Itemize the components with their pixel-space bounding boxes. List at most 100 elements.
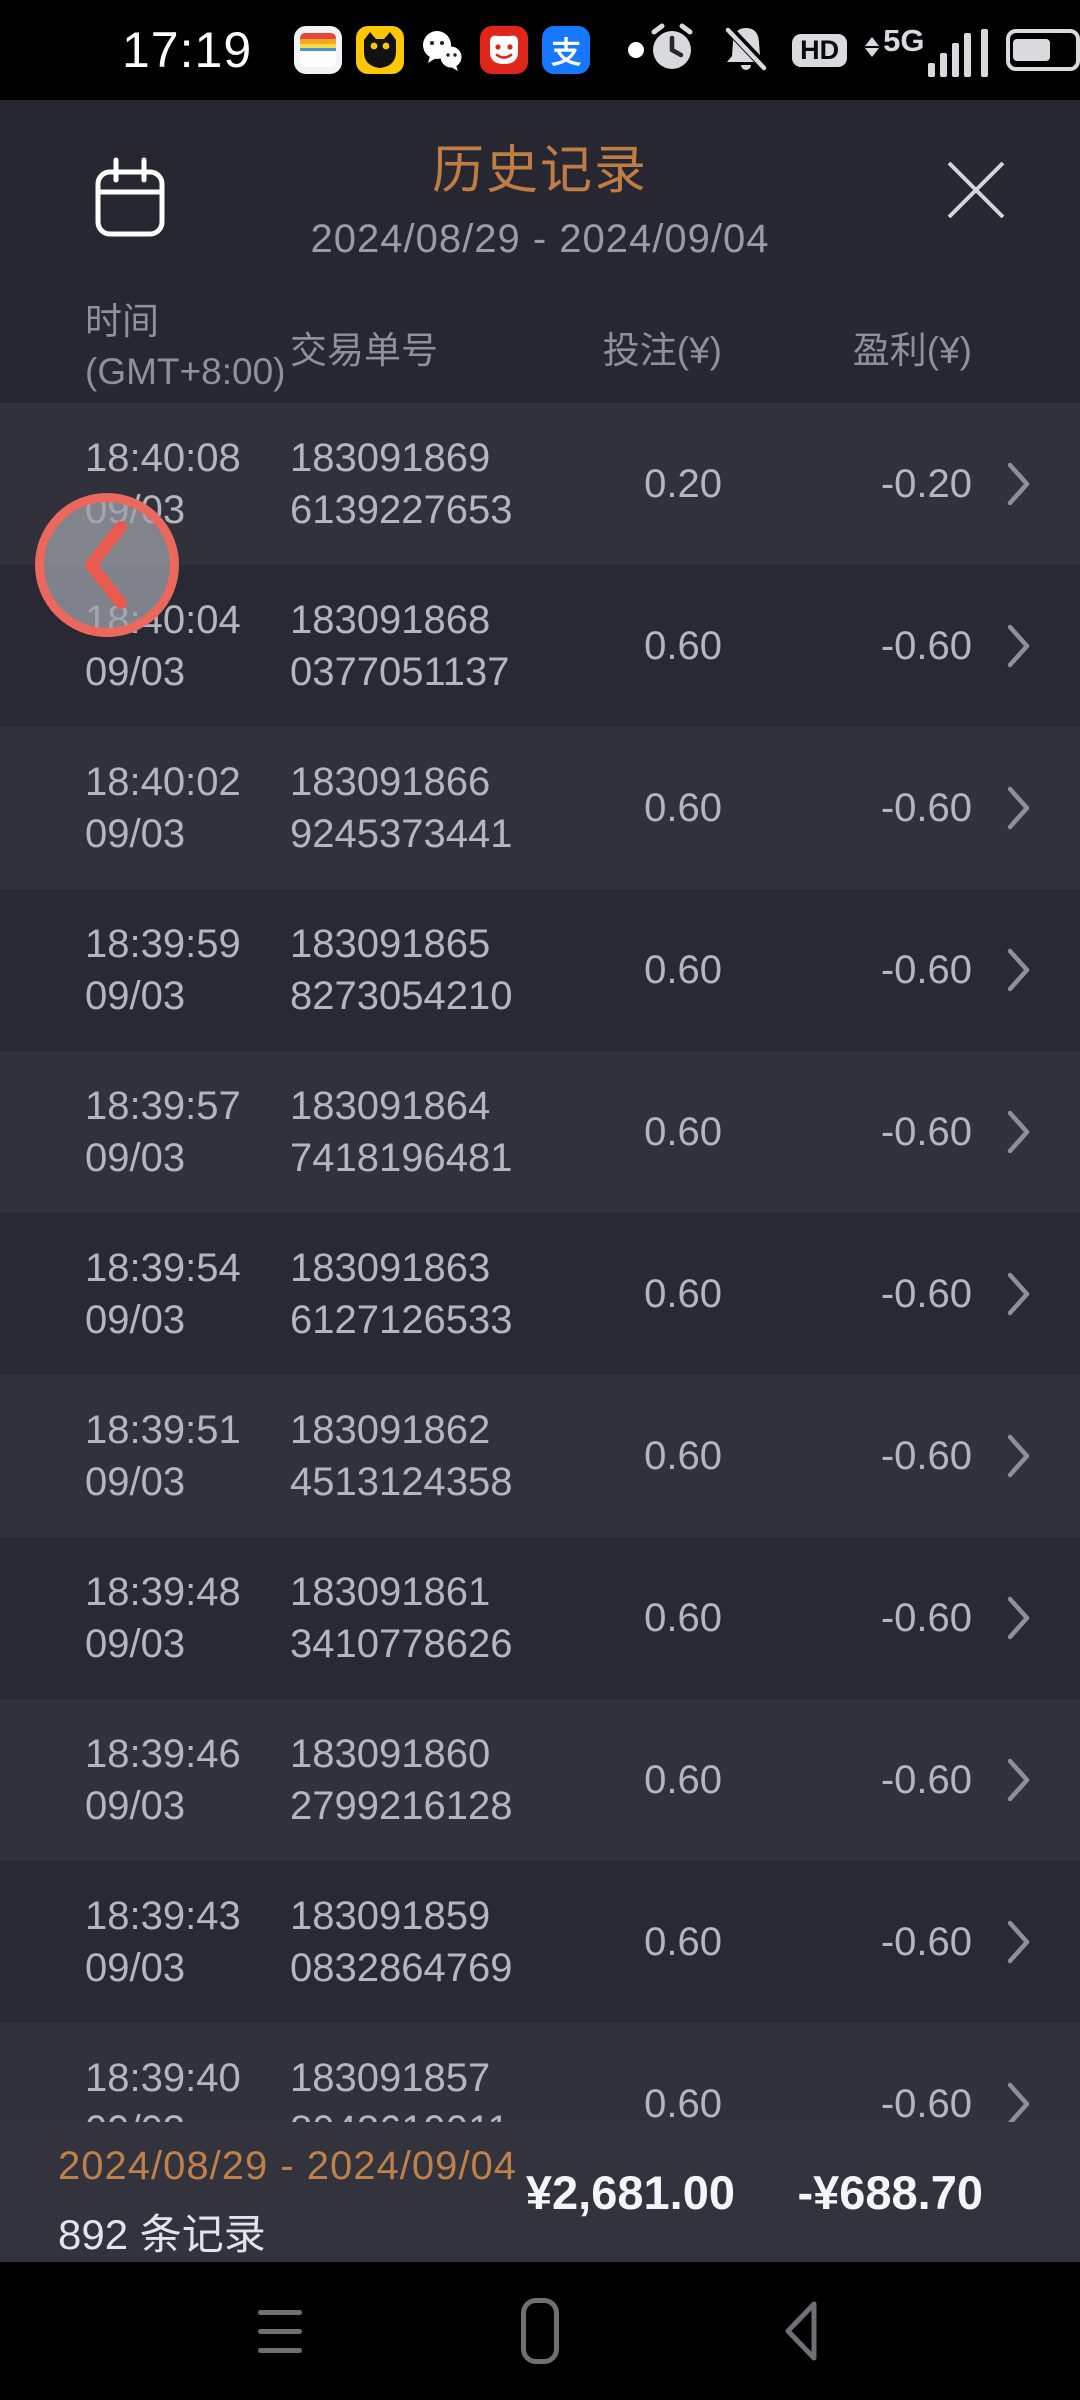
row-bet-amount: 0.60 bbox=[644, 1271, 722, 1316]
status-bar-left: 17:19 支 bbox=[0, 21, 645, 79]
row-profit-amount: -0.60 bbox=[880, 947, 972, 992]
row-profit-amount: -0.20 bbox=[880, 461, 972, 506]
row-time: 18:39:43 09/03 bbox=[85, 1894, 241, 1990]
chevron-right-icon bbox=[972, 1271, 1032, 1317]
chevron-right-icon bbox=[972, 785, 1032, 831]
row-profit-amount: -0.60 bbox=[880, 1433, 972, 1478]
summary-total-bet: ¥2,681.00 bbox=[525, 2165, 735, 2219]
row-time: 18:39:51 09/03 bbox=[85, 1408, 241, 1504]
status-bar-right: HD 5G bbox=[644, 20, 1080, 81]
chevron-right-icon bbox=[972, 1919, 1032, 1965]
table-row[interactable]: 18:39:48 09/03 183091861 3410778626 0.60 -… bbox=[0, 1537, 1080, 1699]
close-button[interactable] bbox=[938, 152, 1014, 228]
row-time: 18:39:48 09/03 bbox=[85, 1570, 241, 1666]
row-bet-amount: 0.60 bbox=[644, 2081, 722, 2123]
summary-record-count: 892 条记录 bbox=[58, 2211, 266, 2258]
column-header-order: 交易单号 bbox=[290, 329, 438, 371]
row-time: 18:39:54 09/03 bbox=[85, 1246, 241, 1342]
android-nav-bar bbox=[0, 2262, 1080, 2400]
menu-icon bbox=[258, 2309, 302, 2353]
row-profit-amount: -0.60 bbox=[880, 1109, 972, 1154]
row-order-number: 183091859 0832864769 bbox=[290, 1894, 513, 1990]
row-order-number: 183091861 3410778626 bbox=[290, 1570, 513, 1666]
table-row[interactable]: 18:39:43 09/03 183091859 0832864769 0.60 -… bbox=[0, 1861, 1080, 2023]
chevron-right-icon bbox=[972, 1595, 1032, 1641]
row-order-number: 183091869 6139227653 bbox=[290, 436, 513, 532]
row-order-number: 183091866 9245373441 bbox=[290, 760, 513, 856]
row-order-number: 1830918578048619011 bbox=[290, 2056, 510, 2122]
row-bet-amount: 0.60 bbox=[644, 1433, 722, 1478]
table-header: 时间 (GMT+8:00) 交易单号 投注(¥) 盈利(¥) bbox=[0, 290, 1080, 403]
row-profit-amount: -0.60 bbox=[880, 623, 972, 668]
hd-badge: HD bbox=[792, 33, 848, 67]
table-row[interactable]: 18:39:59 09/03 183091865 8273054210 0.60 -… bbox=[0, 889, 1080, 1051]
tmall-cat-notification-icon bbox=[356, 26, 405, 74]
header-date-range: 2024/08/29 - 2024/09/04 bbox=[310, 217, 770, 261]
row-order-number: 183091868 0377051137 bbox=[290, 598, 510, 694]
calendar-button[interactable] bbox=[84, 150, 176, 246]
wallet-notification-icon bbox=[294, 26, 343, 74]
home-button[interactable] bbox=[505, 2296, 575, 2366]
row-bet-amount: 0.20 bbox=[644, 461, 722, 506]
table-row[interactable]: 18:39:51 09/03 183091862 4513124358 0.60 -… bbox=[0, 1375, 1080, 1537]
row-bet-amount: 0.60 bbox=[644, 947, 722, 992]
row-order-number: 183091865 8273054210 bbox=[290, 922, 513, 1018]
app-header: 历史记录 2024/08/29 - 2024/09/04 bbox=[0, 100, 1080, 290]
chevron-left-icon bbox=[85, 521, 127, 609]
row-time: 18:39:59 09/03 bbox=[85, 922, 241, 1018]
5g-signal-icon: 5G bbox=[865, 23, 989, 77]
jd-dog-notification-icon bbox=[480, 26, 529, 74]
row-profit-amount: -0.60 bbox=[880, 1271, 972, 1316]
column-header-time: 时间 (GMT+8:00) bbox=[85, 300, 286, 392]
table-row[interactable]: 18:39:54 09/03 183091863 6127126533 0.60 -… bbox=[0, 1213, 1080, 1375]
battery-icon bbox=[1006, 29, 1080, 71]
recent-apps-button[interactable] bbox=[245, 2296, 315, 2366]
row-order-number: 183091863 6127126533 bbox=[290, 1246, 513, 1342]
chevron-right-icon bbox=[972, 2081, 1032, 2122]
table-row[interactable]: 18:40:02 09/03 183091866 9245373441 0.60 -… bbox=[0, 727, 1080, 889]
chevron-right-icon bbox=[972, 1109, 1032, 1155]
column-header-profit: 盈利(¥) bbox=[852, 329, 972, 371]
wechat-notification-icon bbox=[418, 26, 466, 74]
alipay-notification-icon: 支 bbox=[542, 26, 591, 74]
back-triangle-icon bbox=[785, 2301, 817, 2361]
summary-bar: 2024/08/29 - 2024/09/04 892 条记录 ¥2,681.0… bbox=[0, 2122, 1080, 2262]
alarm-icon bbox=[644, 20, 700, 81]
table-row[interactable]: 18:39:46 09/03 183091860 2799216128 0.60 -… bbox=[0, 1699, 1080, 1861]
clock-time: 17:19 bbox=[122, 22, 253, 78]
chevron-right-icon bbox=[972, 947, 1032, 993]
row-profit-amount: -0.60 bbox=[880, 1919, 972, 1964]
row-order-number: 183091860 2799216128 bbox=[290, 1732, 513, 1828]
summary-total-profit: -¥688.70 bbox=[797, 2165, 983, 2219]
column-header-bet: 投注(¥) bbox=[602, 329, 722, 371]
row-order-number: 183091864 7418196481 bbox=[290, 1084, 513, 1180]
summary-left: 2024/08/29 - 2024/09/04 892 条记录 bbox=[58, 2144, 517, 2262]
row-time: 18:39:4009/03 bbox=[85, 2056, 241, 2122]
back-button[interactable] bbox=[765, 2296, 835, 2366]
notification-dot-icon bbox=[628, 42, 645, 58]
status-bar: 17:19 支 HD bbox=[0, 0, 1080, 100]
row-bet-amount: 0.60 bbox=[644, 1109, 722, 1154]
row-profit-amount: -0.60 bbox=[880, 785, 972, 830]
chevron-right-icon bbox=[972, 623, 1032, 669]
floating-back-button[interactable] bbox=[35, 493, 179, 637]
row-profit-amount: -0.60 bbox=[880, 1757, 972, 1802]
row-bet-amount: 0.60 bbox=[644, 1595, 722, 1640]
summary-date-range: 2024/08/29 - 2024/09/04 bbox=[58, 2144, 517, 2188]
notifications-muted-icon bbox=[718, 20, 774, 81]
row-bet-amount: 0.60 bbox=[644, 785, 722, 830]
table-row[interactable]: 18:39:4009/03 1830918578048619011 0.60 -… bbox=[0, 2023, 1080, 2122]
chevron-right-icon bbox=[972, 1757, 1032, 1803]
row-time: 18:39:57 09/03 bbox=[85, 1084, 241, 1180]
row-bet-amount: 0.60 bbox=[644, 623, 722, 668]
home-pill-icon bbox=[521, 2298, 559, 2364]
row-profit-amount: -0.60 bbox=[880, 1595, 972, 1640]
row-profit-amount: -0.60 bbox=[880, 2081, 972, 2123]
row-time: 18:40:02 09/03 bbox=[85, 760, 241, 856]
row-bet-amount: 0.60 bbox=[644, 1919, 722, 1964]
table-row[interactable]: 18:39:57 09/03 183091864 7418196481 0.60 -… bbox=[0, 1051, 1080, 1213]
row-bet-amount: 0.60 bbox=[644, 1757, 722, 1802]
